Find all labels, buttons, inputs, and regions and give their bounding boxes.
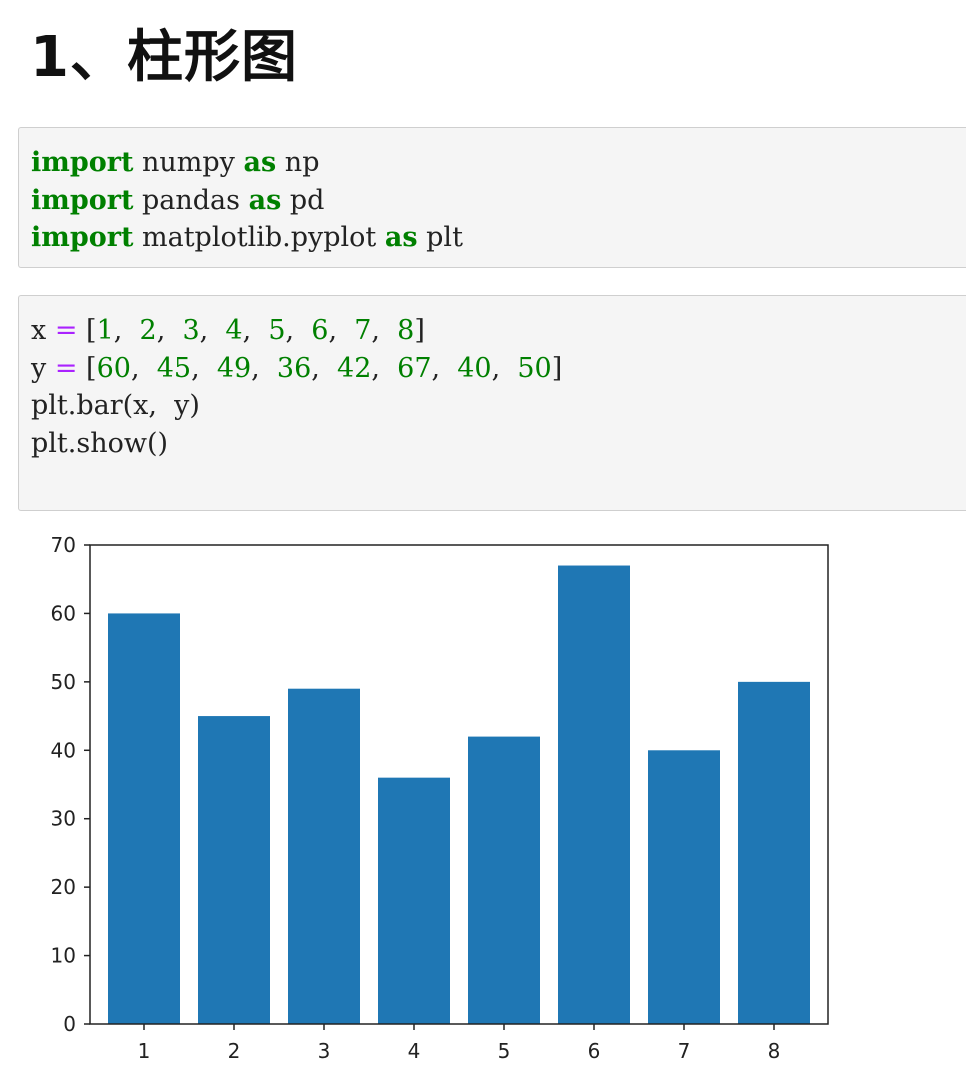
code-token: 2 — [139, 315, 157, 346]
bar-6 — [558, 565, 630, 1024]
bar-5 — [468, 736, 540, 1024]
code-token: , — [113, 315, 140, 346]
code-token: 8 — [397, 315, 415, 346]
y-tick-label: 60 — [51, 601, 76, 625]
code-block: import numpy as np import pandas as pd imp… — [31, 144, 463, 257]
bar-4 — [378, 777, 450, 1024]
code-token: ] — [414, 315, 425, 346]
code-token: plt — [417, 222, 463, 253]
code-token: , — [431, 352, 458, 384]
y-tick-label: 10 — [51, 944, 76, 968]
x-tick-label: 4 — [408, 1039, 421, 1063]
code-token: pandas — [133, 184, 249, 216]
code-token: 40 — [457, 352, 492, 384]
code-token: [ — [77, 352, 97, 384]
code-token: as — [248, 184, 282, 216]
x-tick-label: 3 — [318, 1039, 331, 1063]
code-token: , — [251, 352, 277, 384]
y-tick-label: 70 — [51, 533, 76, 557]
y-tick-label: 30 — [51, 807, 76, 831]
code-token: as — [384, 222, 418, 253]
code-token: matplotlib.pyplot — [133, 222, 385, 253]
code-token: , — [491, 352, 518, 384]
code-token: = — [54, 352, 78, 384]
code-token: 4 — [225, 315, 243, 346]
code-token: , — [371, 315, 398, 346]
bar-chart-output: 1 2 3 4 5 6 7 8 0 10 20 30 40 50 60 70 — [0, 520, 966, 1089]
code-line: plt.show() — [31, 425, 562, 463]
code-token: x — [31, 315, 55, 346]
code-token: 49 — [216, 352, 252, 384]
x-tick-label: 7 — [678, 1039, 691, 1063]
y-tick-label: 20 — [51, 875, 76, 899]
code-block: x = [1, 2, 3, 4, 5, 6, 7, 8] y = [60, 45,… — [31, 312, 562, 462]
code-token: 50 — [517, 352, 552, 384]
x-tick-label: 8 — [768, 1039, 781, 1063]
code-token: , — [242, 315, 269, 346]
code-line: import matplotlib.pyplot as plt — [31, 219, 463, 257]
code-line: y = [60, 45, 49, 36, 42, 67, 40, 50] — [31, 350, 562, 388]
code-token: 36 — [276, 352, 312, 384]
code-token: import — [31, 184, 134, 216]
bar-3 — [288, 688, 360, 1024]
code-token: y — [31, 352, 55, 384]
bar-1 — [108, 613, 180, 1024]
code-token: import — [31, 147, 134, 178]
code-token: plt.show() — [31, 427, 169, 459]
code-token: as — [243, 147, 277, 178]
code-line: x = [1, 2, 3, 4, 5, 6, 7, 8] — [31, 312, 562, 350]
bar-2 — [198, 716, 270, 1024]
bar-8 — [738, 681, 810, 1024]
code-line: import numpy as np — [31, 144, 463, 182]
x-tick-label: 1 — [138, 1039, 151, 1063]
bar-7 — [648, 750, 720, 1024]
code-token: , — [156, 315, 183, 346]
code-token: , — [191, 352, 217, 384]
code-token: pd — [281, 184, 325, 216]
code-token: 67 — [397, 352, 432, 384]
code-token: , — [328, 315, 355, 346]
code-token: ] — [551, 352, 563, 384]
code-token: , — [285, 315, 312, 346]
y-tick-label: 0 — [63, 1012, 76, 1036]
code-cell-bar-plot[interactable]: x = [1, 2, 3, 4, 5, 6, 7, 8] y = [60, 45,… — [18, 295, 966, 511]
code-token: , — [371, 352, 398, 384]
bar-chart: 1 2 3 4 5 6 7 8 0 10 20 30 40 50 60 70 — [51, 533, 829, 1063]
code-token: 7 — [354, 315, 372, 346]
y-tick-label: 50 — [51, 670, 76, 694]
code-token: 3 — [182, 315, 200, 346]
page-heading: 1、柱形图 — [30, 25, 298, 90]
code-token: , — [311, 352, 338, 384]
x-tick-label: 6 — [588, 1039, 601, 1063]
code-token: 6 — [311, 315, 329, 346]
code-token: [ — [77, 315, 97, 346]
code-token: plt.bar(x, y) — [31, 390, 200, 421]
code-cell-imports[interactable]: import numpy as np import pandas as pd imp… — [18, 127, 966, 268]
code-token: = — [54, 315, 78, 346]
code-token: 60 — [96, 352, 131, 384]
code-token: 42 — [337, 352, 372, 384]
code-token: 5 — [268, 315, 286, 346]
code-line: plt.bar(x, y) — [31, 387, 562, 425]
code-token: np — [276, 147, 320, 178]
x-tick-label: 2 — [228, 1039, 241, 1063]
plot-frame — [89, 544, 829, 1025]
code-token: , — [130, 352, 157, 384]
code-token: numpy — [133, 147, 244, 178]
code-line: import pandas as pd — [31, 182, 463, 220]
code-token: import — [31, 222, 134, 253]
y-tick-label: 40 — [51, 738, 76, 762]
code-token: 45 — [156, 352, 192, 384]
code-token: 1 — [96, 315, 114, 346]
x-tick-label: 5 — [498, 1039, 511, 1063]
code-token: , — [199, 315, 226, 346]
